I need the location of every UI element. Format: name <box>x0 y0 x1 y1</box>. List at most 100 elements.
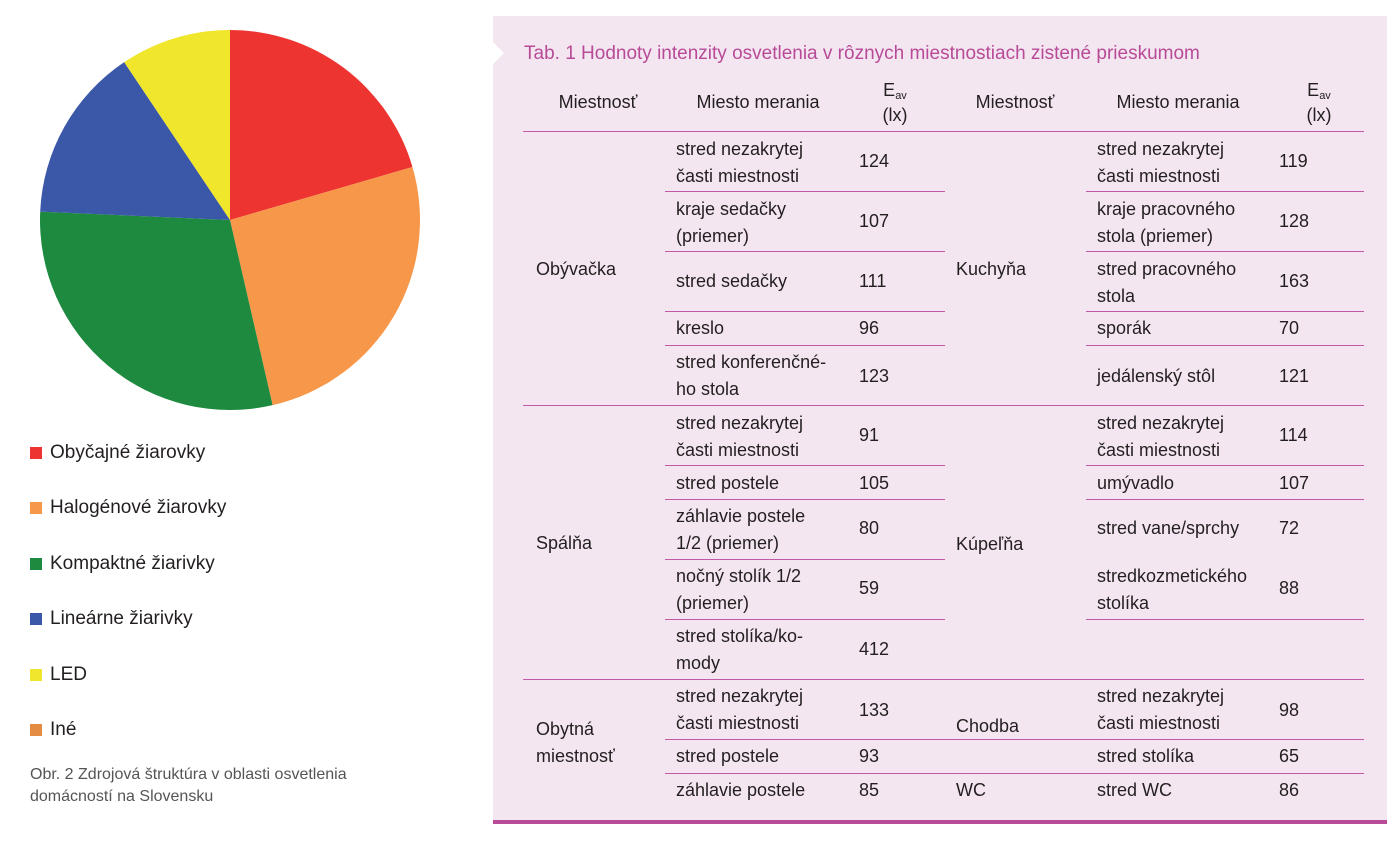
pie-slice-kompaktne-ziarivky <box>40 211 273 411</box>
table-rule <box>523 679 1364 680</box>
header-place-right: Miesto merania <box>1116 92 1240 112</box>
table-title: Tab. 1 Hodnoty intenzity osvetlenia v rô… <box>524 43 1200 64</box>
header-eav-right: Eav <box>1284 78 1354 105</box>
value-cell: 412 <box>859 639 890 659</box>
pie-slice-obycajne-ziarovky <box>230 30 413 220</box>
legend-label-halogenove: Halogénové žiarovky <box>50 497 227 519</box>
eav-letter: E <box>1307 80 1320 100</box>
value-cell: 119 <box>1279 151 1308 171</box>
place-line: časti miestnosti <box>676 713 800 733</box>
table-rule <box>665 739 945 740</box>
place-line: stredkozmetického <box>1097 566 1248 586</box>
header-room-right: Miestnosť <box>975 92 1055 112</box>
value-cell: 124 <box>859 151 890 171</box>
place-line: ho stola <box>676 379 740 399</box>
value-cell: 96 <box>859 318 880 338</box>
room-label: WC <box>956 780 986 800</box>
pie-slice-halogenove-ziarovky <box>230 166 421 406</box>
place-line: stred nezakrytej <box>676 413 804 433</box>
legend-swatch-led <box>30 668 42 681</box>
place-line: stred nezakrytej <box>1097 413 1225 433</box>
panel-notch <box>493 42 504 64</box>
value-cell: 105 <box>859 473 890 493</box>
room-label: Spálňa <box>536 533 593 553</box>
value-cell: 111 <box>859 271 887 291</box>
legend-label-obycajne: Obyčajné žiarovky <box>50 442 206 463</box>
place-line: stred sedačky <box>676 271 788 291</box>
value-cell: 59 <box>859 578 880 598</box>
place-line: umývadlo <box>1097 473 1175 493</box>
table-rule <box>945 773 1364 774</box>
value-cell: 91 <box>859 425 880 445</box>
table-panel <box>493 16 1387 822</box>
legend-swatch-linearne <box>30 613 42 626</box>
legend-label-kompaktne: Kompaktné žiarivky <box>50 552 215 574</box>
place-line: stolíka <box>1097 593 1150 613</box>
legend-label-ine: Iné <box>50 718 77 740</box>
eav-letter: E <box>883 80 896 100</box>
place-line: stred postele <box>676 473 780 493</box>
table-rule <box>665 251 945 252</box>
place-line: stred vane/sprchy <box>1097 518 1240 538</box>
legend-swatch-kompaktne <box>30 557 42 570</box>
place-line: (priemer) <box>676 226 750 246</box>
place-line: stola (priemer) <box>1097 226 1214 246</box>
value-cell: 86 <box>1279 780 1300 800</box>
table-rule <box>665 345 945 346</box>
eav-subscript: av <box>895 90 907 102</box>
value-cell: 163 <box>1279 271 1310 291</box>
legend-swatch-obycajne <box>30 447 42 459</box>
room-label: Obytná miestnosť <box>536 719 615 766</box>
table-rule <box>665 773 945 774</box>
figure-caption: Obr. 2 Zdrojová štruktúra v oblasti osve… <box>30 766 347 805</box>
place-line: časti miestnosti <box>676 440 800 460</box>
value-cell: 80 <box>859 518 880 538</box>
table-rule <box>523 131 1364 132</box>
value-cell: 123 <box>859 366 890 386</box>
value-cell: 70 <box>1279 318 1300 338</box>
value-cell: 72 <box>1279 518 1300 538</box>
pie-slice-linearne-ziarivky <box>40 62 230 220</box>
place-line: stola <box>1097 286 1136 306</box>
header-place-left: Miesto merania <box>696 92 820 112</box>
place-line: stred nezakrytej <box>676 139 804 159</box>
room-label: Kúpeľňa <box>956 534 1024 554</box>
room-label: Kuchyňa <box>956 259 1027 279</box>
value-cell: 107 <box>859 211 890 231</box>
table-rule <box>665 311 945 312</box>
value-cell: 65 <box>1279 746 1300 766</box>
place-line: stred pracovného <box>1097 259 1237 279</box>
table-rule <box>665 465 945 466</box>
table-rule <box>1086 465 1364 466</box>
table-rule <box>945 739 1364 740</box>
place-line: stred nezakrytej <box>1097 686 1225 706</box>
place-line: stred nezakrytej <box>676 686 804 706</box>
table-rule <box>1086 191 1364 192</box>
place-line: kraje pracovného <box>1097 199 1236 219</box>
value-cell: 98 <box>1279 700 1300 720</box>
value-cell: 128 <box>1279 211 1310 231</box>
place-line: stred stolíka/ko- <box>676 626 804 646</box>
place-line: kreslo <box>676 318 725 338</box>
room-label: Obývačka <box>536 259 617 279</box>
place-line: záhlavie postele <box>676 780 806 800</box>
value-cell: 85 <box>859 780 880 800</box>
value-cell: 114 <box>1279 425 1308 445</box>
table-rule <box>665 191 945 192</box>
legend-label-led: LED <box>50 663 87 685</box>
legend-label-linearne: Lineárne žiarivky <box>50 608 193 630</box>
table-rule <box>1086 251 1364 252</box>
place-line: stred WC <box>1097 780 1173 800</box>
place-line: sporák <box>1097 318 1152 338</box>
place-line: záhlavie postele <box>676 506 806 526</box>
place-line: jedálenský stôl <box>1097 366 1216 386</box>
legend-swatch-halogenove <box>30 502 42 515</box>
pie-chart <box>40 30 421 411</box>
place-line: stred stolíka <box>1097 746 1195 766</box>
header-eav-left: Eav <box>860 78 930 105</box>
table-rule <box>665 619 945 620</box>
place-line: mody <box>676 653 721 673</box>
table-rule <box>665 559 945 560</box>
value-cell: 107 <box>1279 473 1310 493</box>
table-rule <box>1086 619 1364 620</box>
